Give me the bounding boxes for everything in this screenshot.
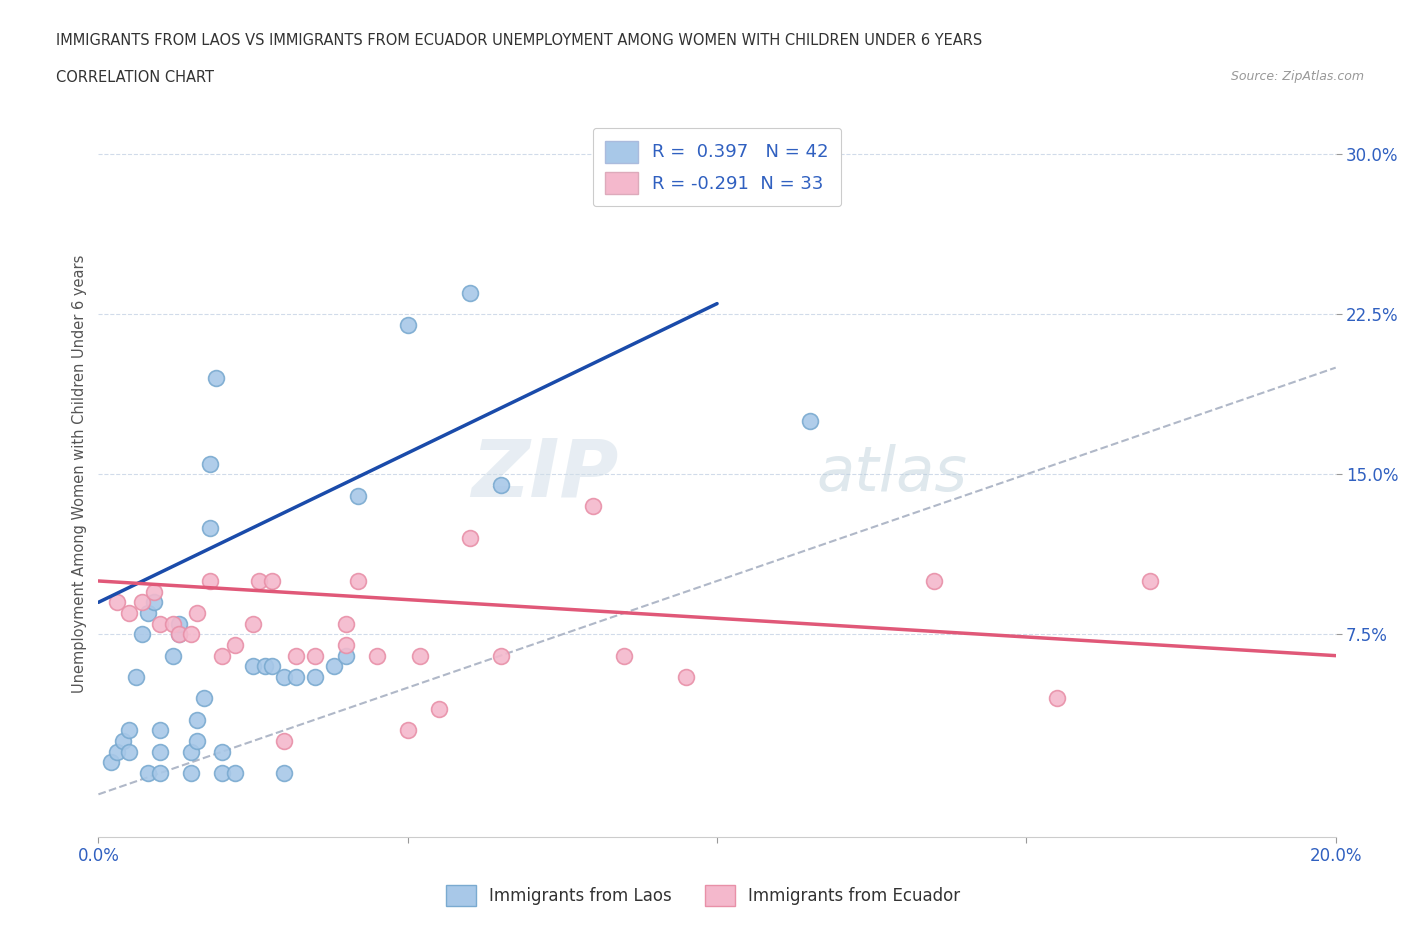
Point [260,574,283,589]
Point [149,723,172,737]
Point [167,627,190,642]
Point [211,648,233,663]
Point [675,670,697,684]
Point [118,723,141,737]
Point [205,371,228,386]
Point [260,658,283,673]
Point [180,765,202,780]
Point [193,691,215,706]
Point [285,648,308,663]
Point [131,595,153,610]
Point [118,744,141,759]
Point [273,670,295,684]
Point [211,765,233,780]
Point [322,658,344,673]
Point [105,744,128,759]
Point [100,755,122,770]
Point [489,648,512,663]
Point [186,605,208,620]
Point [162,617,184,631]
Text: IMMIGRANTS FROM LAOS VS IMMIGRANTS FROM ECUADOR UNEMPLOYMENT AMONG WOMEN WITH CH: IMMIGRANTS FROM LAOS VS IMMIGRANTS FROM … [56,33,983,47]
Point [254,658,277,673]
Point [347,574,370,589]
Point [149,765,172,780]
Point [224,638,246,653]
Point [112,734,135,749]
Point [489,477,512,492]
Point [198,457,221,472]
Legend: R =  0.397   N = 42, R = -0.291  N = 33: R = 0.397 N = 42, R = -0.291 N = 33 [593,128,841,206]
Point [458,531,481,546]
Point [211,744,233,759]
Point [162,648,184,663]
Point [180,744,202,759]
Point [198,520,221,535]
Point [136,765,159,780]
Point [304,670,326,684]
Point [706,147,728,162]
Point [458,286,481,300]
Point [167,627,190,642]
Point [167,617,190,631]
Point [118,605,141,620]
Point [242,658,264,673]
Text: atlas: atlas [815,445,967,504]
Text: CORRELATION CHART: CORRELATION CHART [56,70,214,85]
Point [613,648,636,663]
Point [143,584,166,599]
Point [224,765,246,780]
Point [186,712,208,727]
Point [304,648,326,663]
Point [396,317,419,332]
Point [409,648,432,663]
Point [922,574,945,589]
Point [285,670,308,684]
Point [124,670,146,684]
Point [273,765,295,780]
Point [799,414,821,429]
Point [273,734,295,749]
Y-axis label: Unemployment Among Women with Children Under 6 years: Unemployment Among Women with Children U… [72,255,87,694]
Legend: Immigrants from Laos, Immigrants from Ecuador: Immigrants from Laos, Immigrants from Ec… [439,879,967,912]
Point [335,617,357,631]
Point [247,574,270,589]
Point [242,617,264,631]
Point [149,744,172,759]
Point [366,648,388,663]
Point [180,627,202,642]
Point [1046,691,1069,706]
Point [143,595,166,610]
Point [136,605,159,620]
Text: Source: ZipAtlas.com: Source: ZipAtlas.com [1230,70,1364,83]
Point [427,701,450,716]
Point [149,617,172,631]
Point [131,627,153,642]
Point [335,638,357,653]
Point [198,574,221,589]
Point [1139,574,1161,589]
Point [335,648,357,663]
Point [347,488,370,503]
Point [582,498,605,513]
Point [396,723,419,737]
Text: ZIP: ZIP [471,435,619,513]
Point [186,734,208,749]
Point [105,595,128,610]
